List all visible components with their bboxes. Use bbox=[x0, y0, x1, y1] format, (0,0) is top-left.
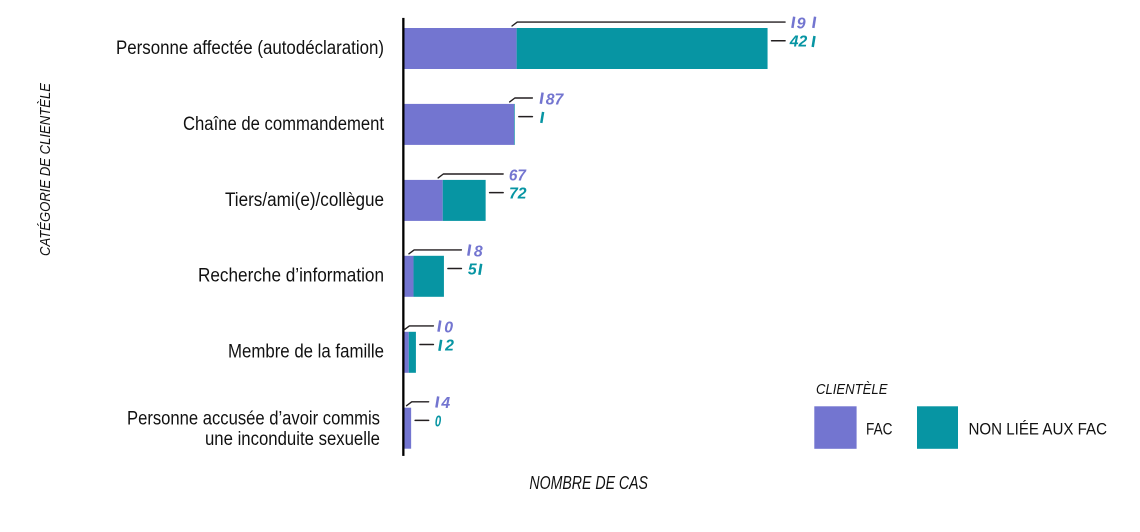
svg-text:67: 67 bbox=[509, 167, 527, 184]
svg-text:8: 8 bbox=[474, 243, 483, 260]
svg-text:Personne affectée (autodéclara: Personne affectée (autodéclaration) bbox=[116, 38, 384, 59]
svg-text:Recherche d’information: Recherche d’information bbox=[198, 266, 384, 287]
svg-text:une inconduite sexuelle: une inconduite sexuelle bbox=[205, 429, 380, 450]
svg-text:2: 2 bbox=[444, 338, 454, 355]
svg-text:CATÉGORIE DE CLIENTÈLE: CATÉGORIE DE CLIENTÈLE bbox=[37, 83, 54, 256]
svg-text:CLIENTÈLE: CLIENTÈLE bbox=[816, 381, 888, 398]
svg-text:FAC: FAC bbox=[866, 420, 893, 439]
svg-text:9: 9 bbox=[797, 16, 806, 33]
svg-text:72: 72 bbox=[509, 186, 527, 203]
svg-text:Membre de la famille: Membre de la famille bbox=[228, 342, 384, 363]
svg-text:87: 87 bbox=[546, 91, 565, 108]
svg-text:5: 5 bbox=[468, 262, 478, 279]
svg-text:Chaîne de commandement: Chaîne de commandement bbox=[183, 114, 385, 135]
svg-text:NOMBRE DE CAS: NOMBRE DE CAS bbox=[529, 473, 648, 493]
svg-text:42: 42 bbox=[789, 34, 808, 51]
svg-text:NON LIÉE AUX FAC: NON LIÉE AUX FAC bbox=[969, 420, 1108, 439]
svg-text:0: 0 bbox=[444, 319, 453, 336]
svg-text:4: 4 bbox=[440, 395, 450, 412]
svg-text:Personne accusée d’avoir commi: Personne accusée d’avoir commis bbox=[127, 409, 380, 430]
svg-text:0: 0 bbox=[435, 413, 441, 430]
svg-text:Tiers/ami(e)/collègue: Tiers/ami(e)/collègue bbox=[225, 190, 384, 211]
